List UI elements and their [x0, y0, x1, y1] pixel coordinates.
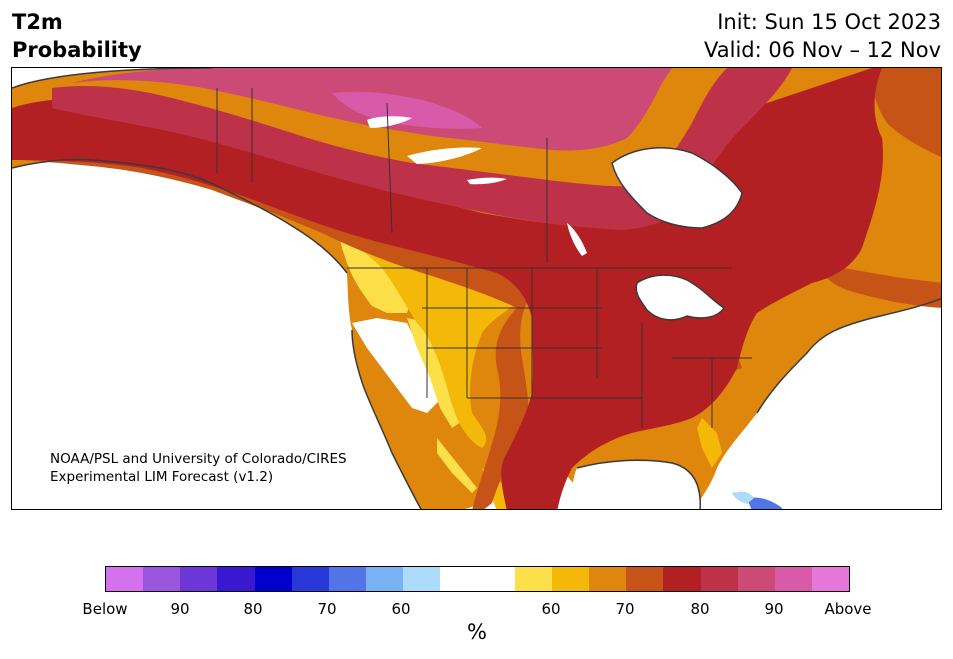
colorbar-segment [106, 567, 144, 591]
colorbar-tick-label: 90 [764, 600, 784, 618]
colorbar-segment [403, 567, 441, 591]
colorbar-segment [514, 567, 552, 591]
above-80-region [12, 68, 883, 509]
colorbar-tick-label: Below [82, 600, 128, 618]
great-lakes [636, 275, 724, 320]
probability-map: NOAA/PSL and University of Colorado/CIRE… [11, 67, 942, 510]
coastlines [12, 68, 941, 509]
colorbar-segment [180, 567, 218, 591]
colorbar-segment [328, 567, 367, 591]
above-85-region [52, 68, 792, 230]
colorbar-segment [700, 567, 738, 591]
neutral-region [352, 318, 442, 413]
caribbean-light [732, 491, 754, 504]
map-credit: NOAA/PSL and University of Colorado/CIRE… [50, 450, 347, 486]
colorbar-tick-label: Above [824, 600, 872, 618]
colorbar-segment [440, 567, 478, 591]
arctic-island-1 [367, 116, 412, 128]
valid-range: Valid: 06 Nov – 12 Nov [704, 38, 941, 62]
colorbar-tick-label: 90 [170, 600, 190, 618]
colorbar-segment [737, 567, 775, 591]
above-60-region [339, 228, 477, 493]
above-70-80-region [12, 68, 941, 509]
colorbar-unit: % [467, 620, 487, 644]
hudson-bay [612, 147, 742, 228]
above-95-region [332, 91, 482, 129]
lake-winnipeg [567, 223, 587, 256]
colorbar-segment [589, 567, 627, 591]
variable-label: T2m [12, 10, 63, 34]
colorbar-segment [774, 567, 812, 591]
colorbar-segment [291, 567, 329, 591]
state-borders [216, 88, 752, 428]
colorbar-tick-label: 70 [615, 600, 635, 618]
colorbar-segment [217, 567, 255, 591]
init-date: Init: Sun 15 Oct 2023 [717, 10, 941, 34]
colorbar-segment [811, 567, 850, 591]
colorbar-segment [254, 567, 292, 591]
colorbar-segment [143, 567, 181, 591]
colorbar-tick-label: 80 [243, 600, 263, 618]
gulf-of-mexico [572, 460, 701, 509]
cuba-below [747, 497, 782, 509]
colorbar-segment [366, 567, 404, 591]
colorbar-tick-label: 80 [690, 600, 710, 618]
credit-line-1: NOAA/PSL and University of Colorado/CIRE… [50, 451, 347, 467]
colorbar-tick-label: 60 [541, 600, 561, 618]
colorbar-segment [477, 567, 515, 591]
map-canvas [12, 68, 941, 509]
date-info: Init: Sun 15 Oct 2023 Valid: 06 Nov – 12… [704, 8, 941, 64]
map-title: T2m Probability [12, 8, 142, 64]
colorbar-segment [551, 567, 590, 591]
above-60-70-region [242, 178, 722, 509]
colorbar-segment [663, 567, 701, 591]
arctic-island-3 [467, 177, 507, 185]
probability-colorbar [105, 566, 850, 592]
arctic-island-2 [407, 147, 482, 164]
colorbar-segment [626, 567, 664, 591]
product-label: Probability [12, 38, 142, 62]
credit-line-2: Experimental LIM Forecast (v1.2) [50, 469, 274, 485]
colorbar-tick-label: 70 [317, 600, 337, 618]
colorbar-tick-label: 60 [391, 600, 411, 618]
